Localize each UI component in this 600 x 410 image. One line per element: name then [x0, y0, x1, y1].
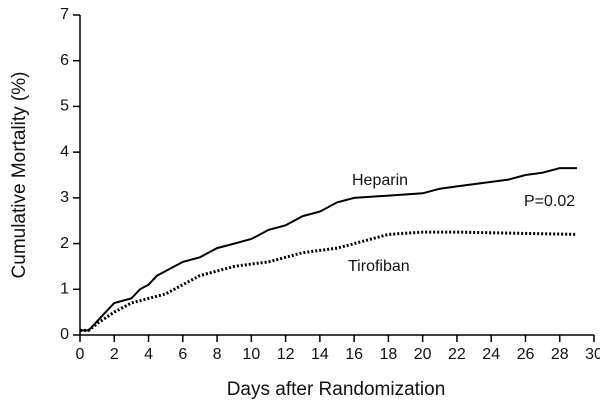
x-tick-label: 18	[380, 346, 398, 363]
y-tick-label: 0	[60, 326, 69, 343]
x-tick-label: 16	[345, 346, 363, 363]
y-tick-label: 7	[60, 6, 69, 23]
y-tick-label: 3	[60, 189, 69, 206]
x-tick-label: 24	[482, 346, 500, 363]
x-tick-label: 14	[311, 346, 329, 363]
x-tick-label: 30	[585, 346, 600, 363]
x-tick-label: 8	[213, 346, 222, 363]
x-tick-label: 2	[110, 346, 119, 363]
annotation: P=0.02	[524, 193, 575, 210]
x-tick-label: 10	[242, 346, 260, 363]
x-tick-label: 20	[414, 346, 432, 363]
x-tick-label: 6	[178, 346, 187, 363]
series-label: Heparin	[352, 172, 408, 189]
series-line	[80, 230, 577, 332]
y-axis-title: Cumulative Mortality (%)	[9, 72, 30, 279]
series-line	[80, 167, 577, 332]
x-tick-label: 0	[76, 346, 85, 363]
x-tick-label: 4	[144, 346, 153, 363]
y-tick-label: 4	[60, 143, 69, 160]
x-tick-label: 28	[551, 346, 569, 363]
y-tick-label: 1	[60, 281, 69, 298]
x-tick-label: 26	[517, 346, 535, 363]
x-axis-title: Days after Randomization	[227, 379, 446, 400]
y-tick-label: 2	[60, 235, 69, 252]
x-tick-label: 22	[448, 346, 466, 363]
y-tick-label: 6	[60, 52, 69, 69]
series-label: Tirofiban	[348, 258, 410, 275]
x-tick-label: 12	[277, 346, 295, 363]
y-tick-label: 5	[60, 98, 69, 115]
